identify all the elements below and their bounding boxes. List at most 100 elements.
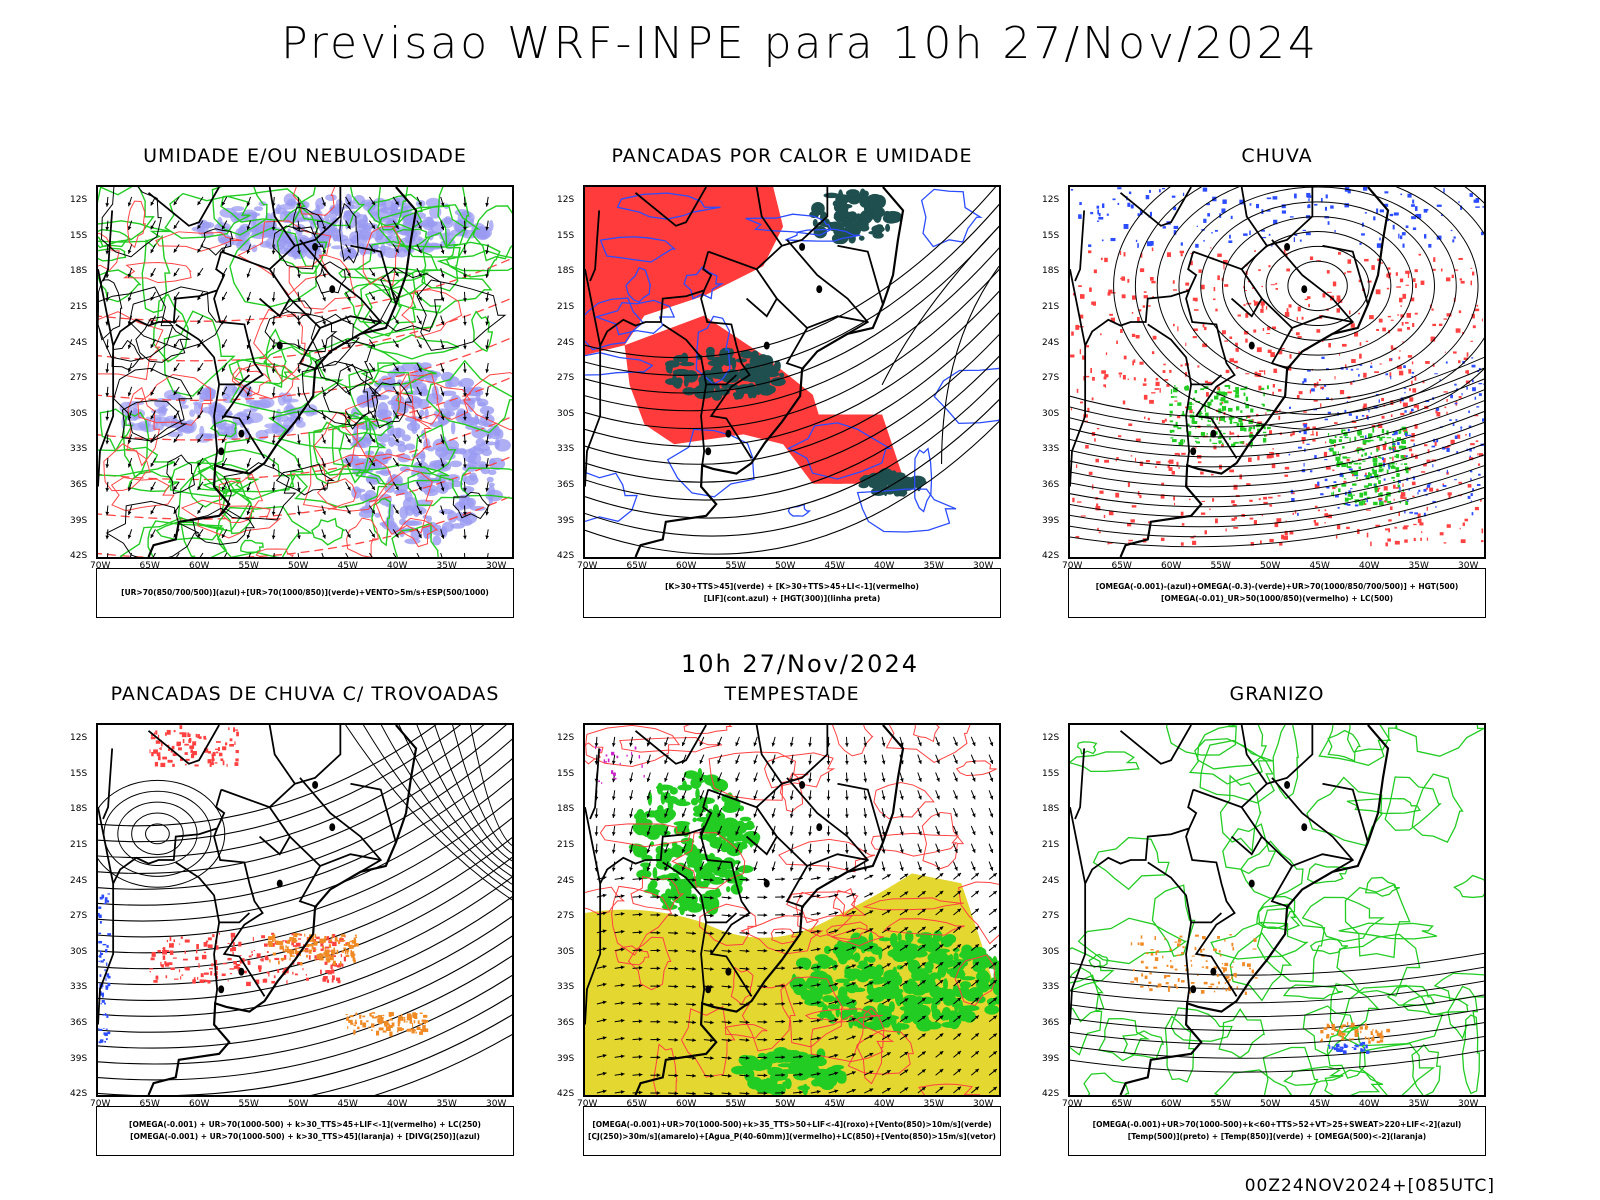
lat-label: 39S — [1042, 1053, 1060, 1064]
lat-label: 27S — [557, 373, 575, 384]
lat-label: 30S — [70, 946, 88, 957]
lat-label: 30S — [557, 946, 575, 957]
legend-line: [OMEGA(-0.001) + UR>70(1000-500) + k>30_… — [130, 1132, 480, 1141]
lon-label: 65W — [139, 561, 160, 571]
lat-label: 18S — [1042, 804, 1060, 815]
lon-label: 70W — [577, 561, 598, 571]
panel-granizo: GRANIZO 12S 15S 18S 21S 24S 27S 30S 33S 36S 39S 42S… — [972, 683, 1486, 1183]
panel-title: GRANIZO — [1229, 683, 1325, 705]
lon-label: 35W — [1408, 561, 1429, 571]
lat-label: 36S — [557, 479, 575, 490]
lat-label: 21S — [557, 301, 575, 312]
legend-line: [OMEGA(-0.001) + UR>70(1000-500) + k>30_… — [129, 1120, 481, 1129]
lat-label: 27S — [557, 911, 575, 922]
lat-label: 24S — [557, 337, 575, 348]
map-frame — [583, 723, 1001, 1097]
lat-label: 33S — [557, 982, 575, 993]
lat-label: 24S — [70, 337, 88, 348]
run-timestamp: 00Z24NOV2024+[085UTC] — [1244, 1176, 1495, 1196]
lat-label: 36S — [70, 1017, 88, 1028]
panel-title: PANCADAS POR CALOR E UMIDADE — [611, 145, 973, 167]
weather-map — [98, 187, 512, 557]
lon-label: 30W — [973, 1099, 994, 1109]
lat-label: 36S — [557, 1017, 575, 1028]
lat-label: 18S — [1042, 266, 1060, 277]
lon-label: 55W — [1210, 1099, 1231, 1109]
lon-label: 45W — [337, 1099, 358, 1109]
lat-label: 12S — [1042, 195, 1060, 206]
lon-label: 50W — [775, 561, 796, 571]
lon-label: 55W — [1210, 561, 1231, 571]
map-frame — [96, 723, 514, 1097]
panel-legend: [OMEGA(-0.001)+UR>70(1000-500)+k<60+TTS>… — [1068, 1106, 1486, 1156]
panel-title: TEMPESTADE — [724, 683, 860, 705]
lon-label: 50W — [1260, 561, 1281, 571]
lon-label: 70W — [1062, 561, 1083, 571]
lat-label: 30S — [1042, 946, 1060, 957]
lon-label: 60W — [1161, 1099, 1182, 1109]
lon-label: 50W — [775, 1099, 796, 1109]
lat-label: 12S — [70, 195, 88, 206]
lat-label: 39S — [70, 515, 88, 526]
map-frame — [1068, 723, 1486, 1097]
weather-map — [585, 187, 999, 557]
lon-label: 55W — [238, 1099, 259, 1109]
panel-tempestade: TEMPESTADE 12S 15S 18S 21S 24S 27S 30S 33S 36S 39S… — [487, 683, 1001, 1183]
lat-label: 42S — [557, 551, 575, 562]
lat-label: 42S — [557, 1089, 575, 1100]
panel-title: UMIDADE E/OU NEBULOSIDADE — [143, 145, 467, 167]
lon-label: 35W — [1408, 1099, 1429, 1109]
lat-label: 39S — [1042, 515, 1060, 526]
lon-label: 30W — [1458, 1099, 1479, 1109]
lon-label: 35W — [436, 1099, 457, 1109]
lat-label: 15S — [70, 768, 88, 779]
lat-label: 39S — [557, 1053, 575, 1064]
legend-line: [UR>70(850/700/500)](azul)+[UR>70(1000/8… — [121, 588, 489, 597]
lon-label: 70W — [90, 561, 111, 571]
map-frame — [583, 185, 1001, 559]
weather-map — [1070, 725, 1484, 1095]
lat-label: 27S — [70, 373, 88, 384]
lon-label: 65W — [626, 1099, 647, 1109]
lon-label: 40W — [874, 1099, 895, 1109]
lon-label: 60W — [676, 561, 697, 571]
lat-label: 42S — [70, 1089, 88, 1100]
lat-label: 33S — [1042, 982, 1060, 993]
lat-label: 33S — [1042, 444, 1060, 455]
lat-label: 39S — [557, 515, 575, 526]
lat-label: 12S — [557, 733, 575, 744]
panel-umidade: UMIDADE E/OU NEBULOSIDADE 12S 15S 18S 21S 24S… — [0, 145, 514, 645]
lon-label: 40W — [1359, 1099, 1380, 1109]
lat-label: 36S — [1042, 479, 1060, 490]
lat-label: 30S — [557, 408, 575, 419]
lon-label: 70W — [1062, 1099, 1083, 1109]
panel-title: PANCADAS DE CHUVA C/ TROVOADAS — [110, 683, 500, 705]
lat-label: 12S — [1042, 733, 1060, 744]
legend-line: [OMEGA(-0.001)+UR>70(1000-500)+k>35_TTS>… — [592, 1120, 992, 1129]
lat-label: 36S — [70, 479, 88, 490]
lat-label: 27S — [1042, 373, 1060, 384]
lon-label: 70W — [577, 1099, 598, 1109]
lon-label: 50W — [1260, 1099, 1281, 1109]
lat-label: 21S — [1042, 301, 1060, 312]
lat-label: 27S — [70, 911, 88, 922]
lon-label: 55W — [238, 561, 259, 571]
lat-label: 21S — [70, 301, 88, 312]
lon-label: 65W — [1111, 1099, 1132, 1109]
legend-line: [OMEGA(-0.001)-(azul)+OMEGA(-0.3)-(verde… — [1095, 582, 1459, 591]
lon-label: 45W — [824, 1099, 845, 1109]
lat-label: 24S — [70, 875, 88, 886]
lat-label: 21S — [1042, 839, 1060, 850]
panel-chuva: CHUVA 12S 15S 18S 21S 24S 27S 30S 33S 36S 39S 42S 70… — [972, 145, 1486, 645]
lon-label: 50W — [288, 1099, 309, 1109]
lon-label: 30W — [973, 561, 994, 571]
lat-label: 27S — [1042, 911, 1060, 922]
panel-legend: [OMEGA(-0.001) + UR>70(1000-500) + k>30_… — [96, 1106, 514, 1156]
lat-label: 42S — [1042, 551, 1060, 562]
lat-label: 30S — [1042, 408, 1060, 419]
lon-label: 40W — [387, 561, 408, 571]
lon-label: 45W — [1309, 561, 1330, 571]
lat-label: 24S — [1042, 337, 1060, 348]
panel-legend: [K>30+TTS>45](verde) + [K>30+TTS>45+LI<-… — [583, 568, 1001, 618]
lon-label: 30W — [486, 1099, 507, 1109]
